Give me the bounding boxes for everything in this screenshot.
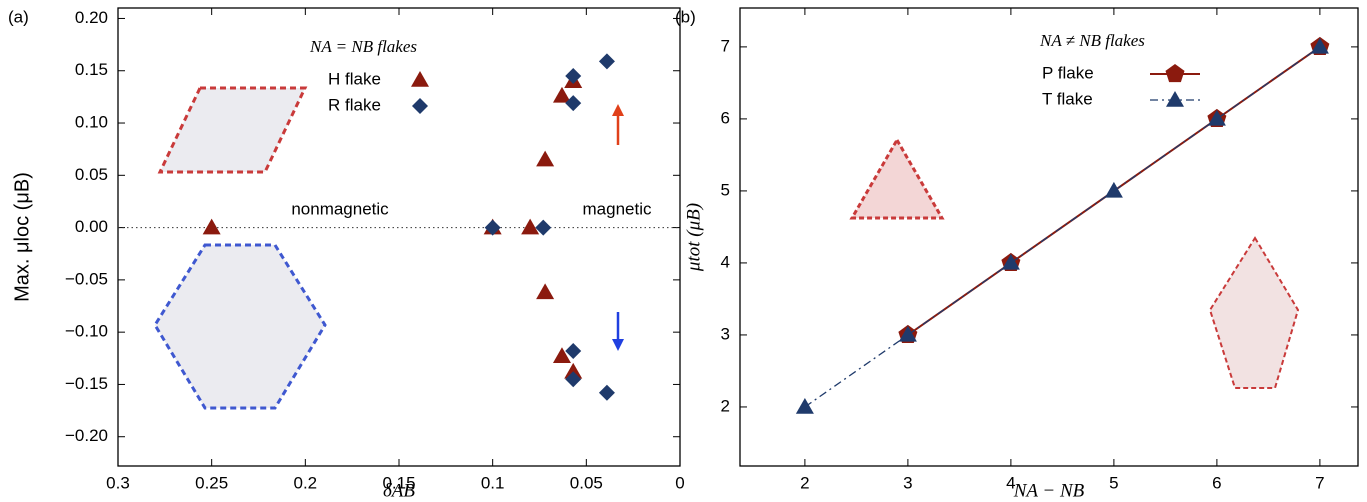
- panel-label: (a): [8, 7, 29, 26]
- rhombus-flake: [157, 86, 308, 174]
- y-axis-label: μtot (μB): [683, 203, 704, 272]
- annotation: magnetic: [583, 199, 652, 218]
- y-tick-label: 3: [721, 324, 730, 343]
- up-arrow-head: [612, 104, 624, 116]
- plot-frame: [739, 7, 1359, 467]
- y-tick-label: 0.10: [75, 113, 108, 132]
- data-point: [598, 384, 615, 401]
- y-tick-label: 5: [721, 180, 730, 199]
- legend-marker: [1166, 91, 1184, 107]
- data-point: [565, 371, 582, 388]
- y-tick-label: −0.10: [65, 322, 108, 341]
- legend-title: NA ≠ NB flakes: [1039, 31, 1145, 50]
- x-axis-label: δAB: [383, 480, 415, 501]
- series-line: [804, 46, 1321, 408]
- x-tick-label: 3: [903, 473, 912, 492]
- y-tick-label: 0.00: [75, 217, 108, 236]
- data-point: [1207, 109, 1226, 126]
- y-axis-label: Max. μloc (μB): [11, 172, 33, 302]
- down-arrow-head: [612, 339, 624, 351]
- y-tick-label: −0.20: [65, 426, 108, 445]
- data-point: [1310, 37, 1329, 54]
- y-tick-label: 0.05: [75, 165, 108, 184]
- y-tick-label: 0.15: [75, 60, 108, 79]
- x-tick-label: 2: [800, 473, 809, 492]
- x-tick-label: 0.15: [382, 473, 415, 492]
- y-tick-label: 6: [721, 108, 730, 127]
- x-tick-label: 0.25: [195, 473, 228, 492]
- data-point: [521, 218, 540, 235]
- x-tick-label: 0.1: [481, 473, 505, 492]
- y-tick-label: −0.15: [65, 374, 108, 393]
- annotation: nonmagnetic: [291, 199, 389, 218]
- y-tick-label: −0.05: [65, 269, 108, 288]
- data-point: [565, 95, 582, 112]
- legend-title: NA = NB flakes: [309, 37, 417, 56]
- legend-marker: [1165, 64, 1185, 83]
- pentagon-flake: [1208, 236, 1300, 389]
- arrows: [612, 104, 624, 351]
- data-point: [536, 283, 555, 300]
- data-point: [565, 67, 582, 84]
- data-point: [564, 362, 583, 379]
- legend-label: T flake: [1042, 89, 1093, 108]
- data-point: [484, 219, 501, 236]
- hexagon-flake: [153, 243, 327, 410]
- data-point: [795, 397, 814, 414]
- data-point: [202, 218, 221, 235]
- x-tick-label: 7: [1315, 473, 1324, 492]
- x-tick-label: 4: [1006, 473, 1015, 492]
- x-tick-label: 6: [1212, 473, 1221, 492]
- legend-label: P flake: [1042, 63, 1094, 82]
- x-tick-label: 0: [675, 473, 684, 492]
- legend-label: R flake: [328, 95, 381, 114]
- data-point: [552, 86, 571, 103]
- y-tick-label: 2: [721, 396, 730, 415]
- data-point: [598, 53, 615, 70]
- data-point: [536, 150, 555, 167]
- data-point: [535, 219, 552, 236]
- x-axis-label: NA − NB: [1013, 480, 1085, 501]
- legend-marker: [411, 71, 429, 87]
- data-point: [565, 342, 582, 359]
- data-point: [552, 347, 571, 363]
- flake-illustrations: [153, 86, 1300, 410]
- x-tick-label: 0.2: [294, 473, 318, 492]
- panel-label: (b): [675, 7, 696, 26]
- y-tick-label: 7: [721, 36, 730, 55]
- data-point: [898, 325, 917, 342]
- y-tick-label: 4: [721, 252, 730, 271]
- x-tick-label: 5: [1109, 473, 1118, 492]
- legend-marker: [412, 98, 428, 114]
- x-tick-label: 0.3: [106, 473, 130, 492]
- x-tick-label: 0.05: [570, 473, 603, 492]
- legend-label: H flake: [328, 69, 381, 88]
- data-point: [1104, 181, 1123, 198]
- triangle-flake: [849, 136, 945, 220]
- data-point: [1001, 253, 1020, 270]
- y-tick-label: 0.20: [75, 8, 108, 27]
